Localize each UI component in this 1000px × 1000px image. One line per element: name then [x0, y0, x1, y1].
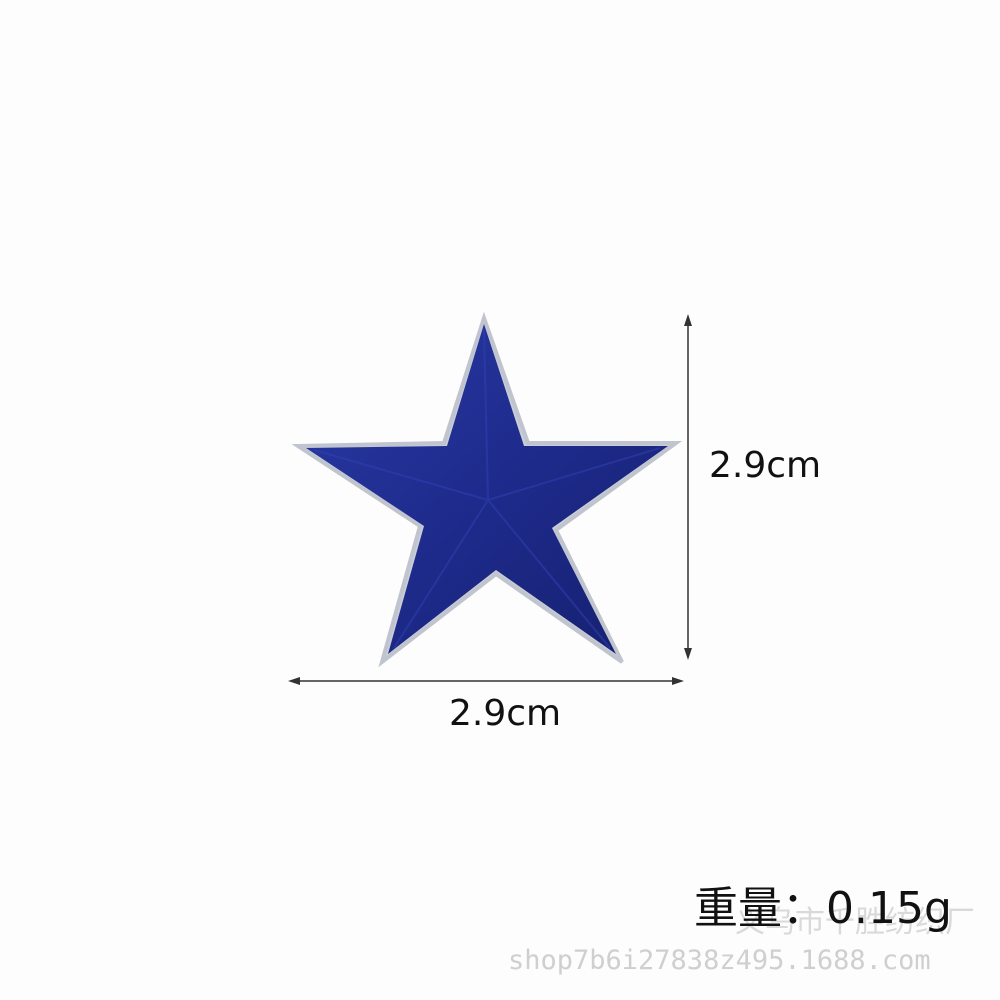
shop-url-watermark: shop7b6i27838z495.1688.com — [508, 945, 931, 976]
width-label: 2.9cm — [449, 693, 562, 734]
height-label: 2.9cm — [709, 445, 822, 486]
star-stitch-lines — [313, 329, 661, 649]
width-dimension-arrow — [288, 677, 684, 685]
shop-name-watermark: 义乌市千胜纺织厂 — [735, 905, 975, 940]
height-dimension-arrow — [684, 314, 692, 660]
weight-label: 重量：0.15g — [694, 883, 952, 934]
